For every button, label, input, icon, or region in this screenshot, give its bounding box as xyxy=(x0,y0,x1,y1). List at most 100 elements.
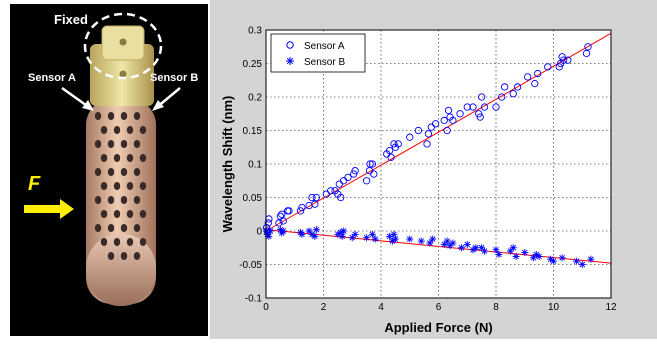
legend-marker-sensor-a xyxy=(286,41,294,49)
point-sensor-b xyxy=(458,244,465,252)
point-sensor-b xyxy=(368,230,376,238)
point-sensor-b xyxy=(406,235,414,243)
x-tick-label: 8 xyxy=(493,302,499,313)
point-sensor-a xyxy=(456,110,464,118)
point-sensor-a xyxy=(498,93,506,101)
point-sensor-a xyxy=(477,93,486,101)
point-sensor-a xyxy=(296,207,305,215)
point-sensor-a xyxy=(406,133,414,141)
mount-screw-top xyxy=(119,38,127,46)
point-sensor-a xyxy=(492,103,500,111)
fit-line-sensor-b xyxy=(265,229,612,264)
point-sensor-a xyxy=(582,49,591,58)
point-sensor-a xyxy=(555,63,563,71)
legend-label-sensor-b: Sensor B xyxy=(304,57,345,68)
point-sensor-b xyxy=(279,227,287,235)
sensor-holes xyxy=(94,112,147,260)
point-sensor-a xyxy=(366,160,374,168)
sensor-b-arrow xyxy=(152,87,181,111)
point-sensor-a xyxy=(394,140,402,148)
fit-line-sensor-a xyxy=(265,32,612,232)
x-tick-label: 6 xyxy=(436,302,442,313)
point-sensor-a xyxy=(584,43,592,51)
legend: Sensor A Sensor B xyxy=(270,33,366,73)
point-sensor-a xyxy=(275,219,283,227)
y-tick-label: 0 xyxy=(256,227,262,238)
point-sensor-a xyxy=(531,79,539,88)
sensor-tip xyxy=(86,234,156,306)
point-sensor-b xyxy=(535,252,543,260)
y-tick-label: -0.1 xyxy=(245,294,263,305)
sensor-a-arrow xyxy=(61,86,94,111)
mount-screw-bottom xyxy=(119,70,127,78)
sensor-b-label: Sensor B xyxy=(150,72,198,84)
fit-lines xyxy=(265,32,612,264)
point-sensor-a xyxy=(449,116,457,125)
point-sensor-a xyxy=(312,193,320,202)
y-ticks: -0.1 -0.05 0 0.05 0.1 0.15 0.2 0.25 0.3 xyxy=(239,26,262,305)
point-sensor-a xyxy=(534,69,542,78)
x-tick-label: 4 xyxy=(378,302,384,313)
point-sensor-a xyxy=(443,126,451,135)
point-sensor-a xyxy=(370,170,378,178)
point-sensor-b xyxy=(391,235,399,243)
fixed-dashed-circle xyxy=(83,12,163,80)
point-sensor-b xyxy=(512,252,520,260)
point-sensor-b xyxy=(351,230,359,238)
point-sensor-a xyxy=(351,167,359,175)
x-ticks: 0 2 4 6 8 10 12 xyxy=(263,302,617,313)
point-sensor-b xyxy=(363,234,371,242)
sensor-photo-graphic: Fixed Sensor A Sensor B F xyxy=(24,12,198,306)
x-tick-label: 2 xyxy=(321,302,327,313)
point-sensor-b xyxy=(426,239,434,247)
sensor-photo: Fixed Sensor A Sensor B F xyxy=(10,4,208,336)
point-sensor-a xyxy=(469,103,477,111)
point-sensor-a xyxy=(278,210,286,218)
x-tick-label: 10 xyxy=(548,302,560,313)
point-sensor-b xyxy=(558,254,566,262)
point-sensor-b xyxy=(266,227,274,235)
point-sensor-a xyxy=(523,73,532,81)
point-sensor-a xyxy=(285,207,293,215)
point-sensor-a xyxy=(500,83,509,91)
y-tick-label: 0.05 xyxy=(243,193,263,204)
point-sensor-a xyxy=(390,140,398,148)
point-sensor-a xyxy=(509,90,517,98)
x-tick-label: 12 xyxy=(605,302,617,313)
point-sensor-b xyxy=(587,255,595,263)
point-sensor-a xyxy=(362,177,371,185)
point-sensor-a xyxy=(476,113,484,121)
point-sensor-b xyxy=(298,230,306,238)
point-sensor-a xyxy=(444,106,453,115)
y-tick-label: 0.15 xyxy=(243,126,263,137)
y-tick-label: 0.3 xyxy=(248,26,262,37)
point-sensor-b xyxy=(390,230,398,238)
sensor-a-label: Sensor A xyxy=(28,72,76,84)
wavelength-shift-chart: 0 2 4 6 8 10 12 -0.1 -0.05 0 0.05 0.1 0.15 0.2 0.25 0.… xyxy=(220,26,617,336)
point-sensor-b xyxy=(481,247,488,255)
data-points xyxy=(262,43,595,268)
point-sensor-a xyxy=(298,203,306,212)
plot-frame xyxy=(265,29,612,299)
chart-panel: 0 2 4 6 8 10 12 -0.1 -0.05 0 0.05 0.1 0.15 0.2 0.25 0.… xyxy=(210,0,657,339)
point-sensor-b xyxy=(371,235,379,243)
point-sensor-a xyxy=(264,219,272,227)
point-sensor-a xyxy=(559,56,568,64)
point-sensor-b xyxy=(578,261,586,268)
point-sensor-a xyxy=(344,173,352,182)
point-sensor-a xyxy=(513,83,522,91)
point-sensor-b xyxy=(521,248,529,256)
point-sensor-a xyxy=(463,103,471,111)
point-sensor-a xyxy=(423,140,431,148)
point-sensor-b xyxy=(550,257,557,265)
point-sensor-b xyxy=(495,250,503,258)
point-sensor-b xyxy=(429,235,437,243)
point-sensor-a xyxy=(431,120,440,128)
y-axis-label: Wavelength Shift (nm) xyxy=(220,96,235,233)
point-sensor-a xyxy=(387,153,395,161)
point-sensor-b xyxy=(509,244,517,252)
point-sensor-a xyxy=(558,53,566,61)
point-sensor-b xyxy=(443,237,451,245)
legend-marker-sensor-b xyxy=(286,57,294,65)
point-sensor-b xyxy=(338,232,346,240)
